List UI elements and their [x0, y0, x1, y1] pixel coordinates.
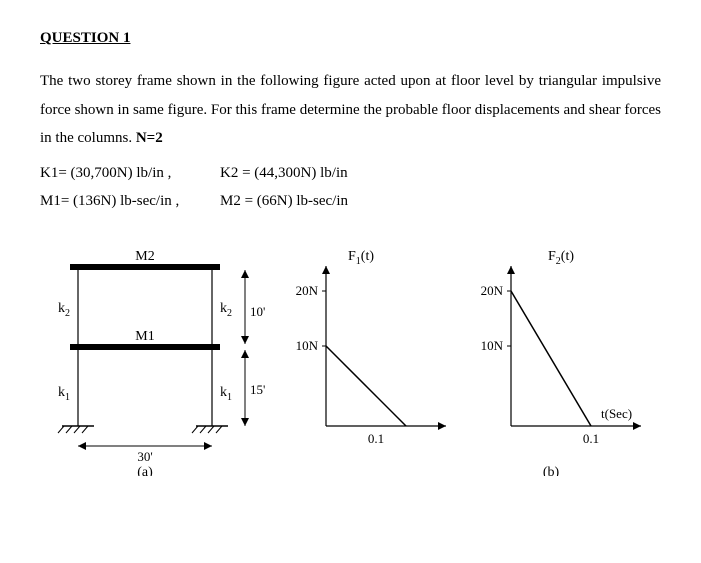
svg-text:20N: 20N: [481, 283, 504, 298]
svg-text:M1: M1: [135, 329, 154, 344]
svg-text:10': 10': [250, 304, 265, 319]
svg-text:(a): (a): [137, 465, 153, 476]
svg-text:k2: k2: [58, 301, 70, 319]
svg-text:0.1: 0.1: [583, 431, 599, 446]
frame-diagram: M2 M1 k2 k2 k1 k1 10' 15' 30' (a): [50, 246, 270, 476]
svg-text:30': 30': [137, 449, 152, 464]
n-value: N=2: [136, 130, 163, 146]
force-chart-2: F2(t) 20N 10N t(Sec) 0.1 (b): [461, 246, 651, 476]
parameters: K1= (30,700N) lb/in , K2 = (44,300N) lb/…: [40, 159, 661, 216]
param-m1: M1= (136N) lb-sec/in ,: [40, 187, 220, 216]
svg-text:10N: 10N: [295, 338, 318, 353]
svg-text:k1: k1: [220, 385, 232, 403]
svg-text:M2: M2: [135, 249, 154, 264]
svg-text:20N: 20N: [295, 283, 318, 298]
svg-text:t(Sec): t(Sec): [601, 406, 632, 421]
svg-text:10N: 10N: [481, 338, 504, 353]
param-k1: K1= (30,700N) lb/in ,: [40, 159, 220, 188]
param-k2: K2 = (44,300N) lb/in: [220, 159, 348, 188]
paragraph-text: The two storey frame shown in the follow…: [40, 73, 661, 146]
svg-text:k1: k1: [58, 385, 70, 403]
svg-text:F2(t): F2(t): [548, 249, 574, 267]
question-title: QUESTION 1: [40, 30, 661, 47]
figures-row: M2 M1 k2 k2 k1 k1 10' 15' 30' (a) F1(t) …: [40, 246, 661, 476]
param-m2: M2 = (66N) lb-sec/in: [220, 187, 348, 216]
problem-statement: The two storey frame shown in the follow…: [40, 67, 661, 153]
svg-text:k2: k2: [220, 301, 232, 319]
svg-text:15': 15': [250, 382, 265, 397]
svg-text:0.1: 0.1: [367, 431, 383, 446]
svg-text:(b): (b): [543, 465, 560, 476]
svg-text:F1(t): F1(t): [347, 249, 373, 267]
force-chart-1: F1(t) 20N 10N 0.1: [276, 246, 456, 476]
